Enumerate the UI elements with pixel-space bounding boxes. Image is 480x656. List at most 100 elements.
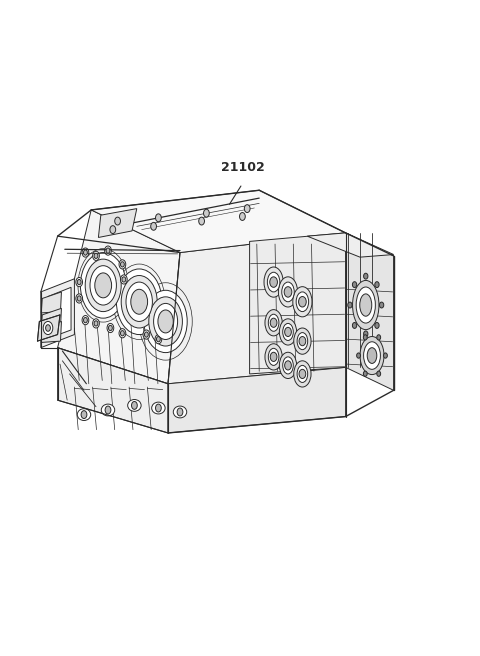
Ellipse shape <box>367 348 377 363</box>
Ellipse shape <box>264 267 283 297</box>
Circle shape <box>352 323 357 329</box>
Circle shape <box>105 406 111 414</box>
Circle shape <box>120 331 124 336</box>
Circle shape <box>204 209 209 217</box>
Circle shape <box>107 323 114 333</box>
Ellipse shape <box>126 282 152 321</box>
Ellipse shape <box>297 333 308 350</box>
Circle shape <box>363 335 367 340</box>
Ellipse shape <box>282 282 294 302</box>
Ellipse shape <box>296 292 309 312</box>
Ellipse shape <box>265 344 282 370</box>
Ellipse shape <box>265 310 282 336</box>
Circle shape <box>93 319 99 328</box>
Circle shape <box>240 213 245 220</box>
Ellipse shape <box>297 365 308 382</box>
Polygon shape <box>346 233 394 390</box>
Circle shape <box>77 279 81 285</box>
Polygon shape <box>48 287 71 338</box>
Circle shape <box>363 371 367 377</box>
Circle shape <box>352 281 357 287</box>
Circle shape <box>132 401 137 409</box>
Circle shape <box>120 275 127 284</box>
Circle shape <box>285 327 291 337</box>
Circle shape <box>270 352 277 361</box>
Circle shape <box>177 408 183 416</box>
Circle shape <box>156 214 161 222</box>
Circle shape <box>357 353 360 358</box>
Circle shape <box>106 248 110 253</box>
Circle shape <box>76 294 83 303</box>
Ellipse shape <box>293 287 312 317</box>
Ellipse shape <box>364 342 380 369</box>
Circle shape <box>94 253 98 258</box>
Ellipse shape <box>95 273 111 298</box>
Circle shape <box>143 330 150 339</box>
Ellipse shape <box>294 328 311 354</box>
Ellipse shape <box>90 266 117 305</box>
Circle shape <box>46 325 50 331</box>
Ellipse shape <box>152 402 165 414</box>
Circle shape <box>155 335 162 344</box>
Polygon shape <box>58 210 180 384</box>
Circle shape <box>299 337 306 346</box>
Circle shape <box>199 217 204 225</box>
Circle shape <box>108 325 112 331</box>
Ellipse shape <box>356 287 375 323</box>
Circle shape <box>156 404 161 412</box>
Ellipse shape <box>173 406 187 418</box>
Circle shape <box>119 260 126 269</box>
Circle shape <box>377 335 381 340</box>
Polygon shape <box>58 348 168 433</box>
Text: 21102: 21102 <box>220 161 264 174</box>
Circle shape <box>81 411 87 419</box>
Circle shape <box>84 250 87 255</box>
Circle shape <box>377 371 381 377</box>
Circle shape <box>375 281 379 287</box>
Circle shape <box>156 337 160 342</box>
Ellipse shape <box>149 297 182 346</box>
Circle shape <box>77 296 81 301</box>
Ellipse shape <box>101 404 115 416</box>
Polygon shape <box>37 315 60 341</box>
Ellipse shape <box>268 348 279 365</box>
Ellipse shape <box>144 290 187 353</box>
Polygon shape <box>168 233 346 384</box>
Circle shape <box>348 302 352 308</box>
Ellipse shape <box>360 337 384 375</box>
Circle shape <box>384 353 387 358</box>
Polygon shape <box>307 233 394 257</box>
Circle shape <box>144 332 148 337</box>
Ellipse shape <box>85 259 121 312</box>
Ellipse shape <box>352 280 379 329</box>
Circle shape <box>270 318 277 327</box>
Ellipse shape <box>128 400 141 411</box>
Circle shape <box>299 297 306 307</box>
Ellipse shape <box>267 272 280 292</box>
Polygon shape <box>250 233 346 374</box>
Polygon shape <box>41 279 74 348</box>
Circle shape <box>82 316 89 325</box>
Ellipse shape <box>131 289 148 314</box>
Ellipse shape <box>360 294 372 316</box>
Circle shape <box>151 222 156 230</box>
Ellipse shape <box>279 319 297 345</box>
Ellipse shape <box>294 361 311 387</box>
Circle shape <box>284 287 292 297</box>
Circle shape <box>285 361 291 370</box>
Ellipse shape <box>268 314 279 331</box>
Polygon shape <box>41 292 61 313</box>
Ellipse shape <box>121 276 157 328</box>
Circle shape <box>299 369 306 379</box>
Circle shape <box>270 277 277 287</box>
Circle shape <box>82 248 89 257</box>
Circle shape <box>379 302 384 308</box>
Ellipse shape <box>283 323 293 340</box>
Circle shape <box>110 226 116 234</box>
Circle shape <box>43 321 53 335</box>
Ellipse shape <box>278 277 298 307</box>
Ellipse shape <box>283 357 293 374</box>
Polygon shape <box>168 367 346 433</box>
Circle shape <box>375 323 379 329</box>
Polygon shape <box>98 209 137 237</box>
